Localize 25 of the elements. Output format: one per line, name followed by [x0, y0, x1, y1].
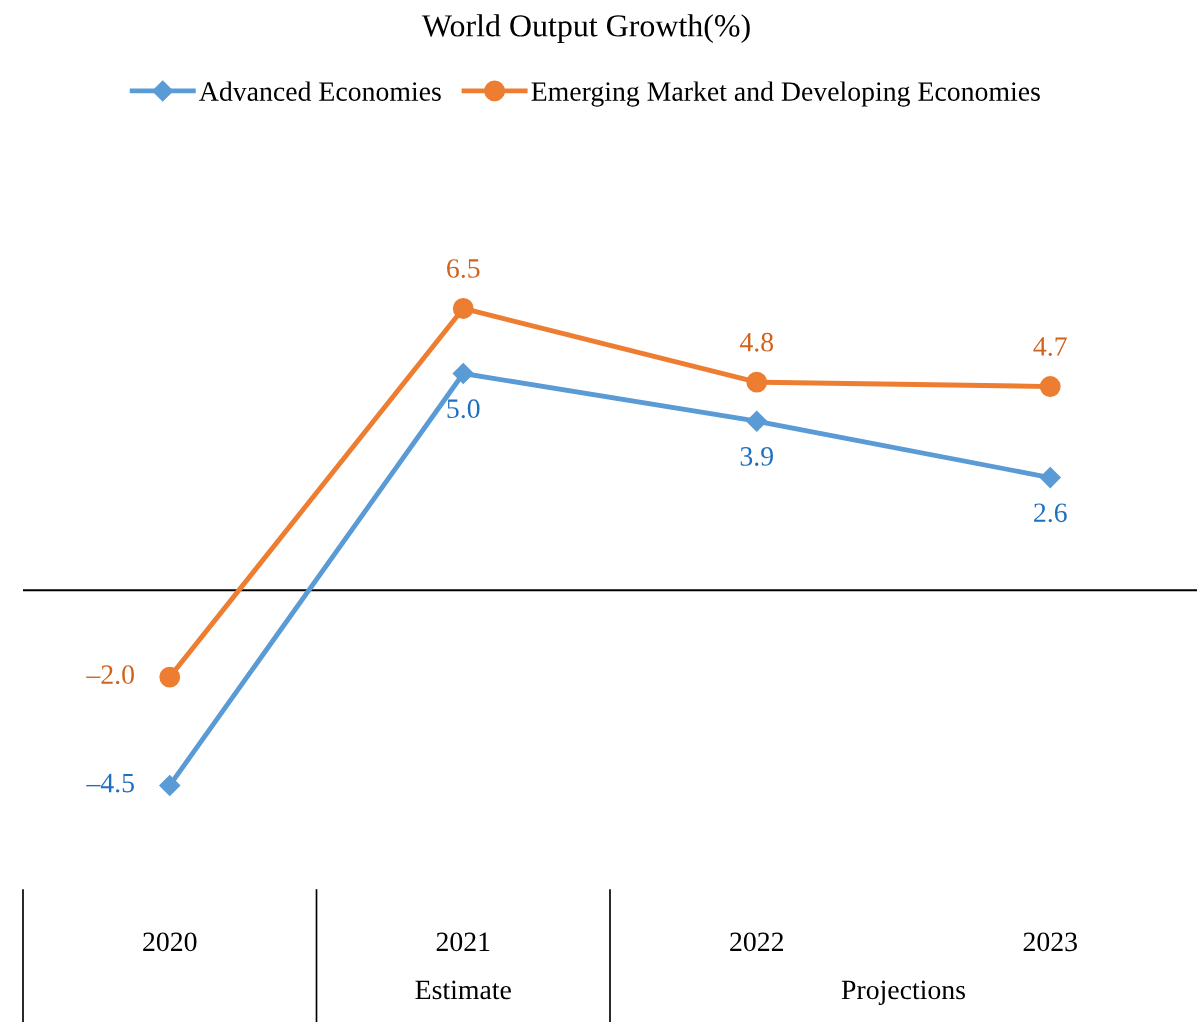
data-label: 3.9 — [740, 447, 773, 466]
point — [452, 363, 474, 385]
chart-title: World Output Growth(%) — [421, 14, 750, 44]
data-label: 2.6 — [1034, 503, 1067, 523]
point — [159, 666, 181, 688]
data-label: 5.0 — [447, 399, 480, 419]
data-label: –4.5 — [86, 773, 134, 793]
x-tick-label: 2023 — [1023, 932, 1077, 952]
point — [1039, 376, 1061, 397]
point — [746, 371, 768, 393]
text: Estimate — [415, 980, 511, 1000]
data-label: 6.5 — [447, 259, 480, 278]
point — [159, 774, 181, 796]
legend-label: Emerging Market and Developing Economies — [531, 81, 1040, 107]
x-tick-label: 2022 — [730, 932, 783, 952]
point — [1039, 467, 1061, 489]
data-label: 4.7 — [1033, 337, 1067, 357]
point — [452, 298, 474, 319]
x-tick-label: 2020 — [143, 932, 197, 952]
legend-label: Advanced Economies — [199, 81, 441, 101]
point — [746, 410, 768, 432]
data-label: 4.8 — [739, 332, 774, 352]
data-label: –2.0 — [86, 665, 134, 685]
text: Projections — [841, 980, 965, 1005]
x-tick-label: 2021 — [436, 932, 490, 952]
